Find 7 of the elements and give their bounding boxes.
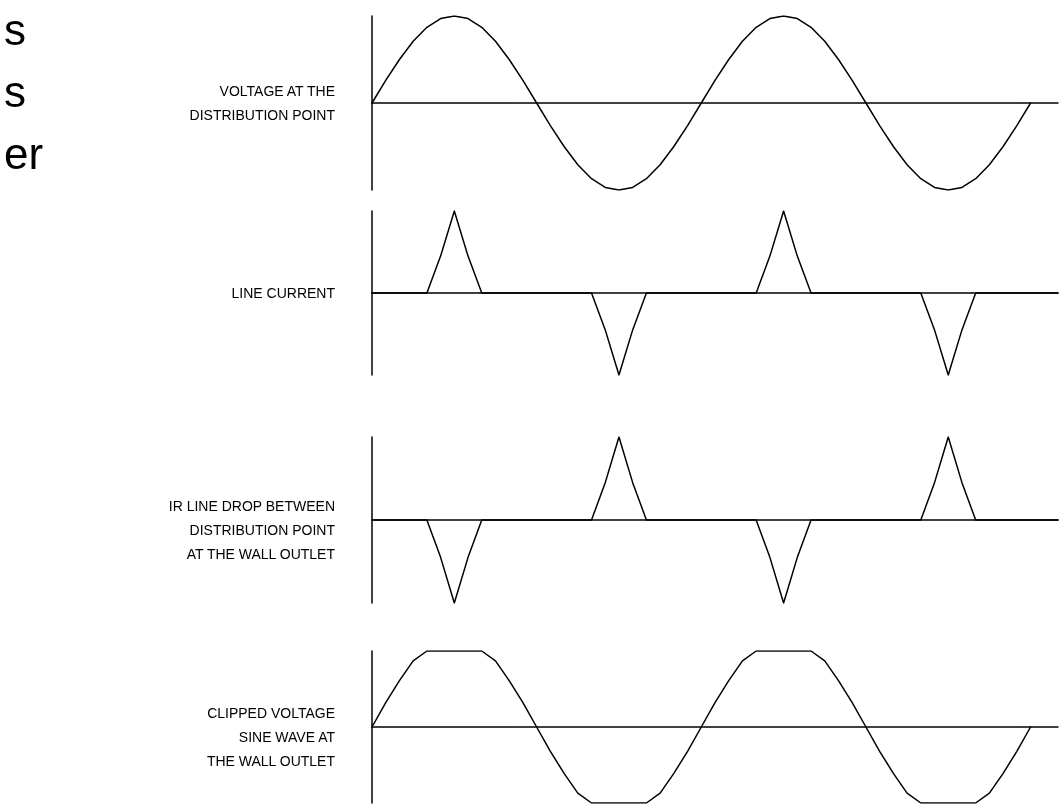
- text: er: [4, 128, 44, 178]
- text: s: [4, 66, 26, 116]
- y-axis-title: LINE CURRENT: [231, 285, 336, 301]
- text: s: [4, 4, 26, 54]
- y-axis-title: IR LINE DROP BETWEEN DISTRIBUTION POINT AT THE WALL OUTLET: [168, 498, 336, 562]
- y-axis-title: VOLTAGE AT THE DISTRIBUTION POINT: [189, 83, 336, 123]
- y-axis-title: CLIPPED VOLTAGE SINE WAVE AT THE WALL OUTLET: [206, 705, 336, 769]
